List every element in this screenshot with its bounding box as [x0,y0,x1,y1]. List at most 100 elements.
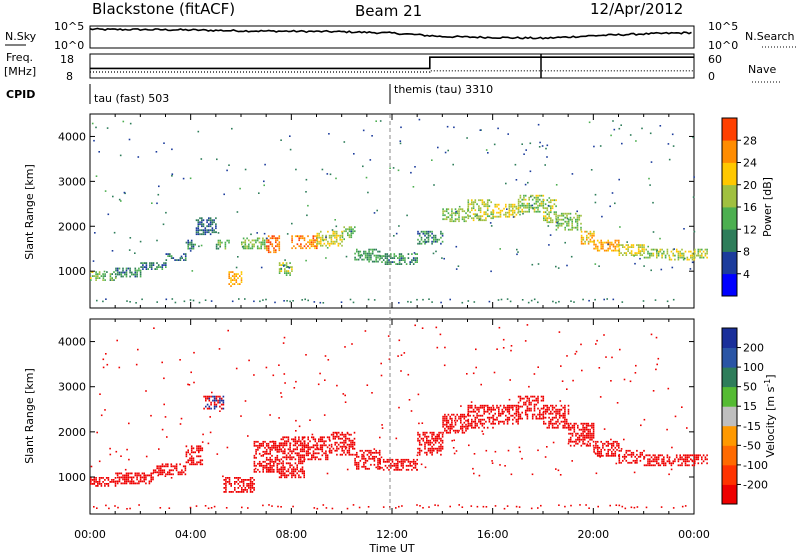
power-cell [576,218,579,221]
velocity-cell [391,460,394,463]
power-cell [548,215,550,218]
power-cell [576,216,579,219]
velocity-speckle [135,363,138,366]
power-cell [542,200,545,203]
power-cell [688,258,690,261]
velocity-speckle [336,384,338,387]
velocity-cell [607,440,609,443]
power-cell [517,210,520,213]
velocity-cell [433,431,435,434]
power-cell [95,279,97,281]
velocity-cell [93,479,96,481]
velocity-cell [334,449,336,452]
velocity-cell [273,442,275,445]
power-speckle [671,266,674,269]
power-cell [125,269,128,272]
power-cell [555,205,557,208]
velocity-cell [442,431,444,434]
velocity-cell [168,469,171,472]
velocity-cell [321,446,324,449]
power-cell [184,255,187,257]
power-speckle [652,201,654,204]
velocity-cell [578,434,581,437]
velocity-cell [208,405,211,408]
velocity-cell [596,450,599,453]
velocity-cell [241,487,243,489]
power-cell [627,244,629,246]
velocity-cell [463,415,466,418]
velocity-cell [274,442,277,445]
power-cell [494,203,496,206]
velocity-cell [623,453,626,456]
power-speckle [258,192,260,194]
velocity-cell [469,422,471,425]
velocity-speckle [473,472,475,475]
power-speckle [557,267,560,269]
velocity-cell [282,472,284,475]
velocity-cell [257,440,259,443]
power-cell [102,273,104,275]
velocity-cell [454,429,457,432]
velocity-cell [373,459,376,462]
power-cell [427,230,430,233]
velocity-cell [625,449,628,452]
velocity-cell [150,474,152,477]
power-cell [519,204,522,207]
power-cell [388,261,390,263]
power-cell [398,259,401,261]
power-cell [656,252,658,255]
velocity-speckle [524,340,527,342]
power-cell [682,252,685,255]
power-cell [586,238,588,241]
velocity-cell [498,408,500,411]
velocity-cell [531,413,534,416]
power-cell [370,256,372,259]
power-cell [431,232,433,235]
power-cell [483,213,485,216]
power-speckle [489,222,492,224]
power-cell [483,219,485,222]
velocity-cell [271,458,273,461]
velocity-cell [535,417,538,420]
velocity-cell [584,434,586,437]
power-speckle [400,126,402,129]
velocity-cell [605,444,608,447]
velocity-speckle [400,370,402,372]
power-cell [93,275,96,277]
velocity-cell [438,445,440,448]
velocity-cell [481,422,484,425]
velocity-ground-cell [585,504,587,506]
velocity-cell [199,445,202,448]
velocity-speckle [620,448,623,450]
velocity-speckle [510,349,512,352]
velocity-cell [411,460,413,463]
power-cell [187,245,189,248]
velocity-cell [282,452,284,455]
velocity-cell [354,459,356,462]
velocity-cell [280,444,283,447]
velocity-cell [312,444,315,447]
power-cell [503,207,505,210]
velocity-cell [612,454,615,457]
power-ground-cell [555,301,557,304]
velocity-speckle [566,388,568,390]
power-speckle [541,145,544,147]
power-ground-cell [449,298,451,301]
velocity-cell [235,481,238,483]
velocity-cell [467,408,470,411]
power-cell [125,271,128,274]
velocity-speckle [472,467,474,470]
velocity-ground-cell [422,507,424,509]
velocity-speckle [295,380,297,383]
velocity-cell [287,448,290,451]
velocity-cell [681,458,683,461]
velocity-cell [431,433,433,436]
power-cell [282,264,284,266]
velocity-speckle [164,416,167,418]
power-cell [312,241,315,244]
power-colorbar-tick-label-3: 16 [743,201,757,214]
velocity-speckle [457,431,459,434]
velocity-cell [325,440,327,443]
power-cell [215,247,218,250]
velocity-cell [429,439,432,442]
